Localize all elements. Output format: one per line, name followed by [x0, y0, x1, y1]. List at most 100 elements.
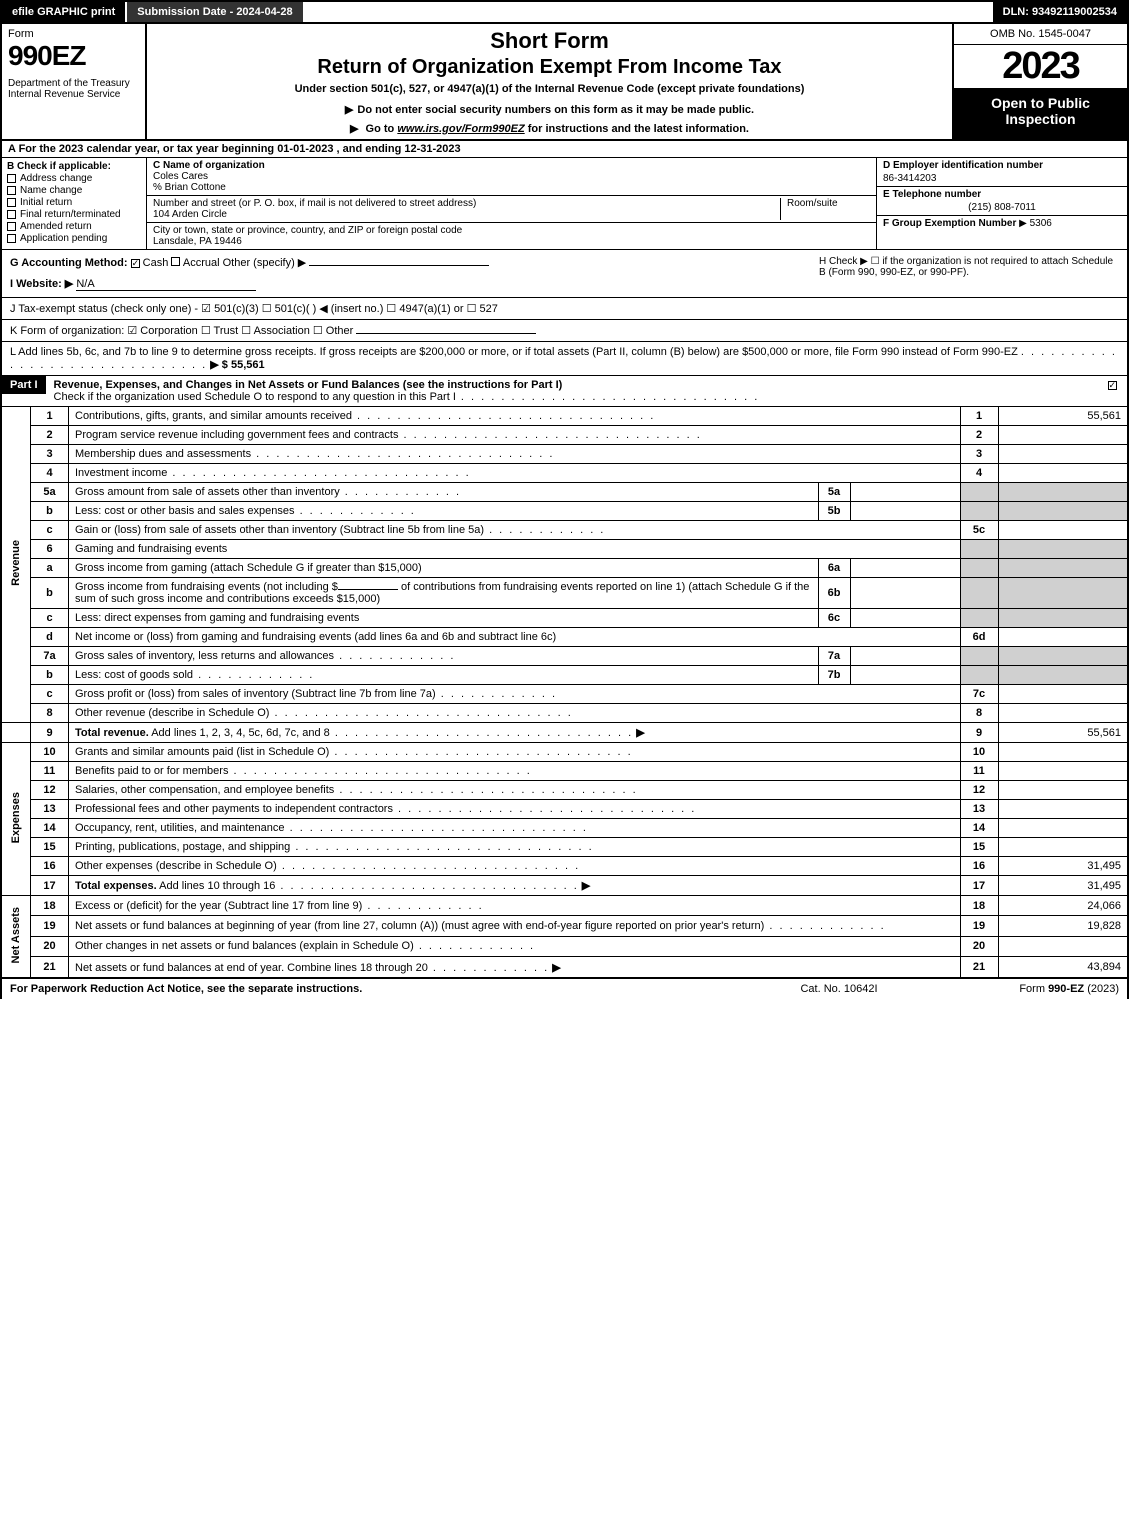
accounting-other-field[interactable] [309, 265, 489, 266]
line-20: 20 Other changes in net assets or fund b… [1, 936, 1128, 956]
line-8: 8 Other revenue (describe in Schedule O)… [1, 704, 1128, 723]
line-18: Net Assets 18 Excess or (deficit) for th… [1, 896, 1128, 916]
line-6: 6 Gaming and fundraising events [1, 540, 1128, 559]
header-left: Form 990EZ Department of the Treasury In… [2, 24, 147, 139]
line-17: 17 Total expenses. Add lines 10 through … [1, 876, 1128, 896]
group-exemption-value: ▶ 5306 [1019, 218, 1052, 229]
section-l: L Add lines 5b, 6c, and 7b to line 9 to … [2, 341, 1127, 375]
website-value: N/A [76, 278, 256, 291]
phone-label: E Telephone number [883, 189, 1121, 200]
net-assets-side-label: Net Assets [1, 896, 31, 979]
header-right: OMB No. 1545-0047 2023 Open to Public In… [952, 24, 1127, 139]
part-1-schedule-o-check[interactable] [1097, 376, 1127, 394]
line-1-value: 55,561 [998, 407, 1128, 426]
irs-link[interactable]: www.irs.gov/Form990EZ [397, 123, 524, 135]
link-post: for instructions and the latest informat… [525, 123, 749, 135]
chk-application-pending[interactable]: Application pending [7, 233, 141, 244]
line-5a: 5a Gross amount from sale of assets othe… [1, 483, 1128, 502]
chk-name-change[interactable]: Name change [7, 185, 141, 196]
line-3: 3 Membership dues and assessments 3 [1, 445, 1128, 464]
cat-no: Cat. No. 10642I [739, 983, 939, 995]
line-7b: b Less: cost of goods sold 7b [1, 666, 1128, 685]
form-ref: Form 990-EZ (2023) [939, 983, 1119, 995]
chk-final-return[interactable]: Final return/terminated [7, 209, 141, 220]
topbar-spacer [303, 2, 993, 22]
part-1-label: Part I [2, 376, 46, 394]
line-18-value: 24,066 [998, 896, 1128, 916]
line-6b-amount-field[interactable] [338, 589, 398, 590]
dln-label: DLN: 93492119002534 [993, 2, 1127, 22]
line-15: 15 Printing, publications, postage, and … [1, 838, 1128, 857]
form-header: Form 990EZ Department of the Treasury In… [0, 24, 1129, 141]
info-block: B Check if applicable: Address change Na… [0, 158, 1129, 250]
city-row: City or town, state or province, country… [147, 223, 876, 249]
org-name-row: C Name of organization Coles Cares % Bri… [147, 158, 876, 196]
tax-year: 2023 [954, 45, 1127, 89]
submission-date: Submission Date - 2024-04-28 [127, 2, 302, 22]
line-2: 2 Program service revenue including gove… [1, 426, 1128, 445]
section-g: G Accounting Method: Cash Accrual Other … [10, 256, 799, 291]
chk-amended-return[interactable]: Amended return [7, 221, 141, 232]
link-pre: Go to [366, 123, 398, 135]
phone-value: (215) 808-7011 [883, 202, 1121, 213]
section-a-tax-year: A For the 2023 calendar year, or tax yea… [0, 141, 1129, 158]
chk-initial-return[interactable]: Initial return [7, 197, 141, 208]
section-l-text: L Add lines 5b, 6c, and 7b to line 9 to … [10, 346, 1018, 358]
title-return: Return of Organization Exempt From Incom… [153, 56, 946, 79]
paperwork-notice: For Paperwork Reduction Act Notice, see … [10, 983, 739, 995]
org-name: Coles Cares [153, 171, 870, 182]
department-label: Department of the Treasury Internal Reve… [8, 78, 139, 100]
line-10: Expenses 10 Grants and similar amounts p… [1, 743, 1128, 762]
section-h: H Check ▶ ☐ if the organization is not r… [819, 256, 1119, 291]
line-5c: c Gain or (loss) from sale of assets oth… [1, 521, 1128, 540]
subtitle: Under section 501(c), 527, or 4947(a)(1)… [153, 83, 946, 95]
ssn-warning: Do not enter social security numbers on … [153, 103, 946, 116]
line-12: 12 Salaries, other compensation, and emp… [1, 781, 1128, 800]
ein-value: 86-3414203 [883, 173, 1121, 184]
org-name-label: C Name of organization [153, 160, 870, 171]
line-21: 21 Net assets or fund balances at end of… [1, 956, 1128, 978]
title-short-form: Short Form [153, 28, 946, 54]
line-19-value: 19,828 [998, 916, 1128, 936]
chk-address-change[interactable]: Address change [7, 173, 141, 184]
line-6b: b Gross income from fundraising events (… [1, 578, 1128, 609]
line-6a: a Gross income from gaming (attach Sched… [1, 559, 1128, 578]
group-exemption-row: F Group Exemption Number ▶ 5306 [877, 216, 1127, 231]
chk-cash[interactable] [131, 259, 140, 268]
accounting-method-label: G Accounting Method: [10, 257, 128, 269]
street-row: Number and street (or P. O. box, if mail… [147, 196, 876, 223]
line-14: 14 Occupancy, rent, utilities, and maint… [1, 819, 1128, 838]
header-center: Short Form Return of Organization Exempt… [147, 24, 952, 139]
revenue-side-label: Revenue [1, 407, 31, 723]
care-of: % Brian Cottone [153, 182, 870, 193]
phone-row: E Telephone number (215) 808-7011 [877, 187, 1127, 216]
room-label: Room/suite [787, 198, 870, 209]
line-13: 13 Professional fees and other payments … [1, 800, 1128, 819]
ein-row: D Employer identification number 86-3414… [877, 158, 1127, 187]
line-6c: c Less: direct expenses from gaming and … [1, 609, 1128, 628]
part-1-title: Revenue, Expenses, and Changes in Net As… [46, 376, 1097, 406]
org-other-field[interactable] [356, 333, 536, 334]
section-b: B Check if applicable: Address change Na… [2, 158, 147, 249]
website-label: I Website: ▶ [10, 278, 73, 290]
row-g-h: G Accounting Method: Cash Accrual Other … [2, 250, 1127, 297]
city-label: City or town, state or province, country… [153, 225, 870, 236]
section-k: K Form of organization: ☑ Corporation ☐ … [2, 319, 1127, 341]
chk-accrual[interactable] [171, 257, 180, 266]
efile-print-button[interactable]: efile GRAPHIC print [2, 2, 127, 22]
line-9-value: 55,561 [998, 723, 1128, 743]
omb-number: OMB No. 1545-0047 [954, 24, 1127, 45]
line-9: 9 Total revenue. Add lines 1, 2, 3, 4, 5… [1, 723, 1128, 743]
section-d-e-f: D Employer identification number 86-3414… [877, 158, 1127, 249]
city-value: Lansdale, PA 19446 [153, 236, 870, 247]
form-number: 990EZ [8, 40, 139, 72]
form-word: Form [8, 28, 139, 40]
line-5b: b Less: cost or other basis and sales ex… [1, 502, 1128, 521]
ein-label: D Employer identification number [883, 160, 1121, 171]
line-7a: 7a Gross sales of inventory, less return… [1, 647, 1128, 666]
street-label: Number and street (or P. O. box, if mail… [153, 198, 780, 209]
line-11: 11 Benefits paid to or for members 11 [1, 762, 1128, 781]
line-16: 16 Other expenses (describe in Schedule … [1, 857, 1128, 876]
line-1: Revenue 1 Contributions, gifts, grants, … [1, 407, 1128, 426]
page-footer: For Paperwork Reduction Act Notice, see … [0, 979, 1129, 999]
